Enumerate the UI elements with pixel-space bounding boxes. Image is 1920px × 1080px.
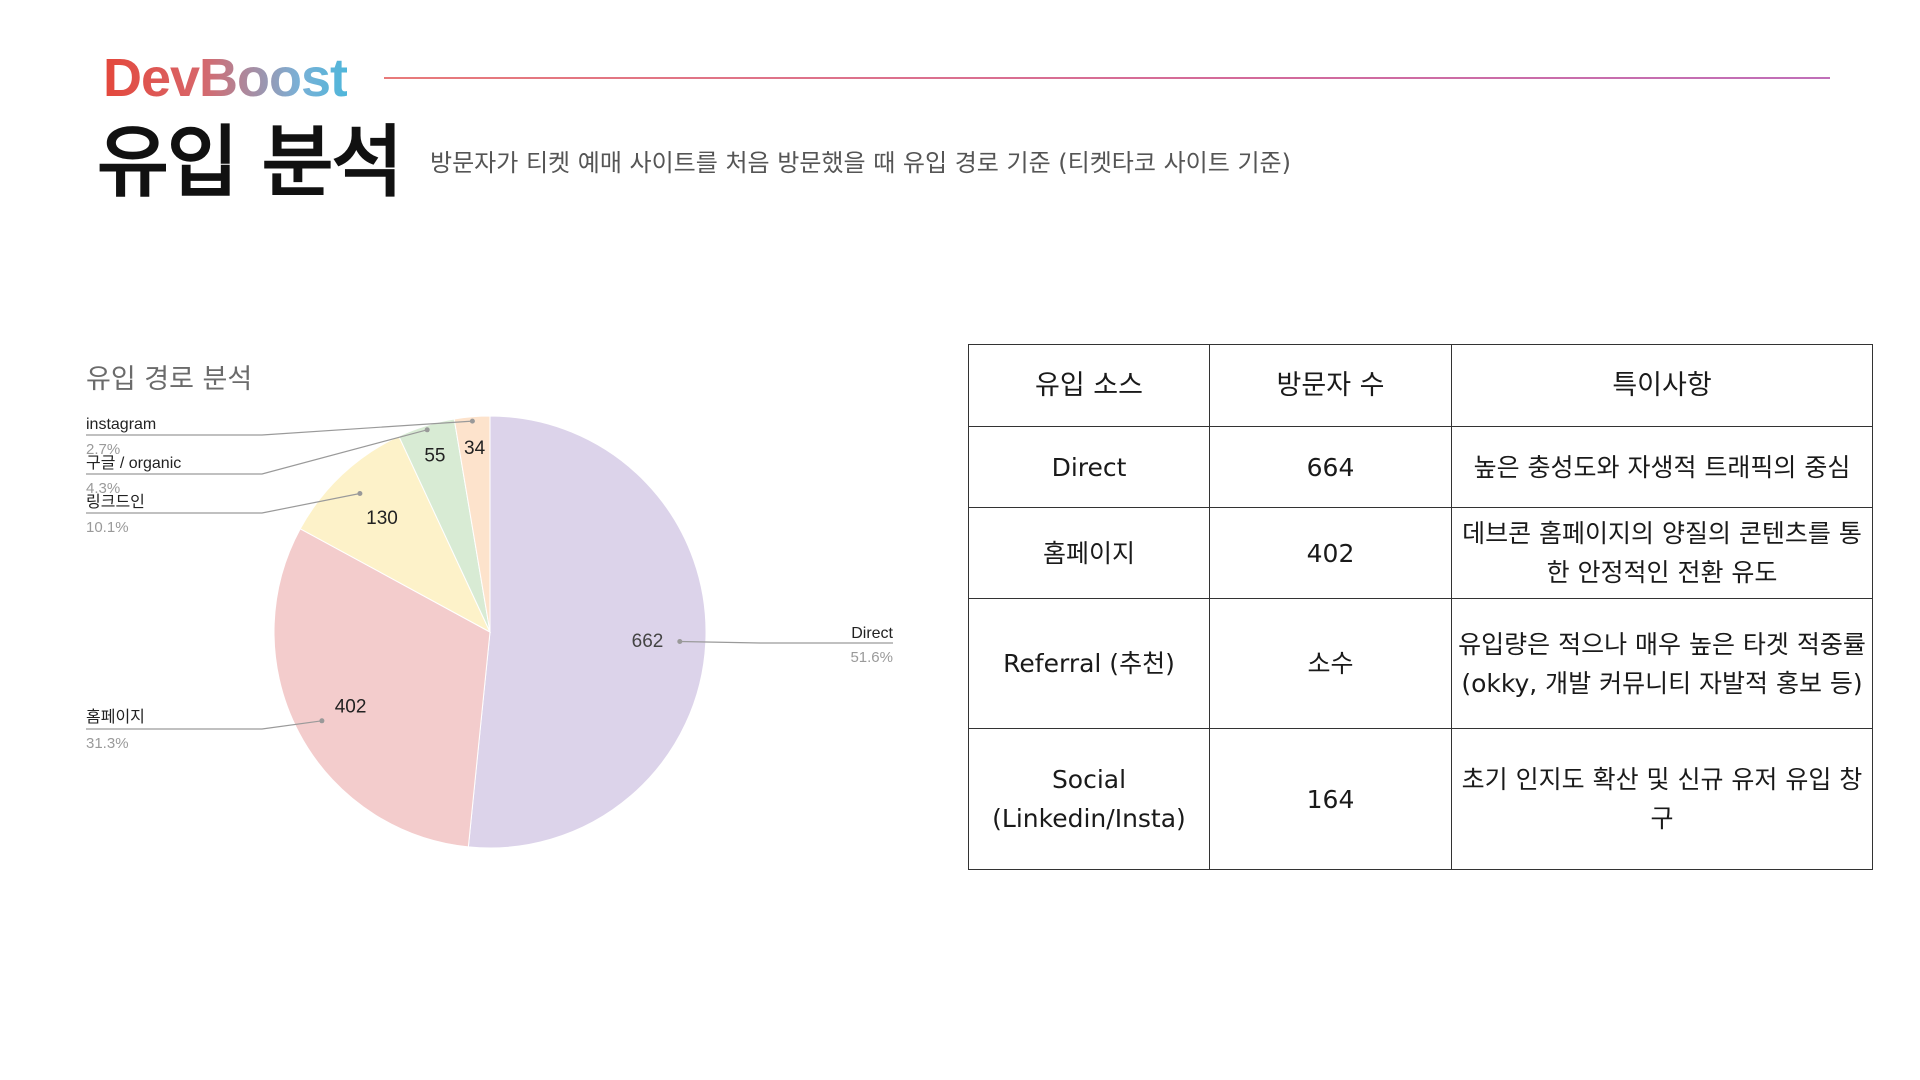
callout-percent: 10.1% — [86, 519, 129, 536]
slice-value-label: 402 — [335, 697, 367, 718]
callout-percent: 2.7% — [86, 441, 120, 458]
callout-percent: 51.6% — [850, 649, 893, 666]
row-note: 유입량은 적으나 매우 높은 타겟 적중률 (okky, 개발 커뮤니티 자발적… — [1451, 598, 1873, 729]
row-note: 높은 충성도와 자생적 트래픽의 중심 — [1451, 426, 1873, 508]
row-visitors: 164 — [1209, 728, 1452, 870]
chart-title: 유입 경로 분석 — [86, 364, 253, 395]
table-row: Direct 664 높은 충성도와 자생적 트래픽의 중심 — [968, 426, 1873, 508]
header-source: 유입 소스 — [968, 344, 1210, 427]
row-note: 초기 인지도 확산 및 신규 유저 유입 창구 — [1451, 728, 1873, 870]
callout-label: instagram — [86, 416, 156, 433]
table-header-row: 유입 소스 방문자 수 특이사항 — [968, 344, 1873, 427]
row-source: 홈페이지 — [968, 507, 1210, 599]
row-source: Direct — [968, 426, 1210, 508]
pie-slice — [453, 415, 491, 633]
callout-label: 구글 / organic — [86, 455, 181, 472]
callout-percent: 4.3% — [86, 480, 120, 497]
callout-line — [86, 420, 473, 436]
header-visitors: 방문자 수 — [1209, 344, 1452, 427]
row-visitors: 664 — [1209, 426, 1452, 508]
row-source: Referral (추천) — [968, 598, 1210, 729]
header-note: 특이사항 — [1451, 344, 1873, 427]
callout-label: 링크드인 — [86, 493, 145, 511]
row-source: Social (Linkedin/Insta) — [968, 728, 1210, 870]
table-row: Social (Linkedin/Insta) 164 초기 인지도 확산 및 … — [968, 728, 1873, 870]
pie-slice — [467, 415, 707, 849]
callout-line — [679, 640, 893, 644]
callout-percent: 31.3% — [86, 735, 129, 752]
callout-label: 홈페이지 — [86, 708, 145, 726]
row-visitors: 402 — [1209, 507, 1452, 599]
callout-line — [86, 720, 322, 730]
slice-value-label: 662 — [632, 631, 664, 652]
table-row: 홈페이지 402 데브콘 홈페이지의 양질의 콘텐츠를 통한 안정적인 전환 유… — [968, 507, 1873, 599]
devboost-logo: DevBoost — [103, 48, 348, 108]
page-subtitle: 방문자가 티켓 예매 사이트를 처음 방문했을 때 유입 경로 기준 (티켓타코… — [430, 149, 1291, 177]
pie-chart: 662 Direct 51.6% 402 홈페이지 31.3% 130 링크드인 10.1% 55… — [86, 415, 894, 849]
pie-slice — [273, 528, 491, 848]
callout-label: Direct — [851, 625, 893, 642]
row-visitors: 소수 — [1209, 598, 1452, 729]
slice-value-label: 34 — [464, 438, 486, 459]
inflow-table: 유입 소스 방문자 수 특이사항 Direct 664 높은 충성도와 자생적 … — [968, 344, 1873, 870]
slice-value-label: 55 — [424, 446, 445, 467]
header-divider — [384, 77, 1830, 79]
callout-line — [86, 429, 428, 475]
callout-line — [86, 492, 361, 514]
row-note: 데브콘 홈페이지의 양질의 콘텐츠를 통한 안정적인 전환 유도 — [1451, 507, 1873, 599]
table-row: Referral (추천) 소수 유입량은 적으나 매우 높은 타겟 적중률 (… — [968, 598, 1873, 729]
page-title: 유입 분석 — [97, 118, 403, 208]
slice-value-label: 130 — [366, 508, 398, 529]
